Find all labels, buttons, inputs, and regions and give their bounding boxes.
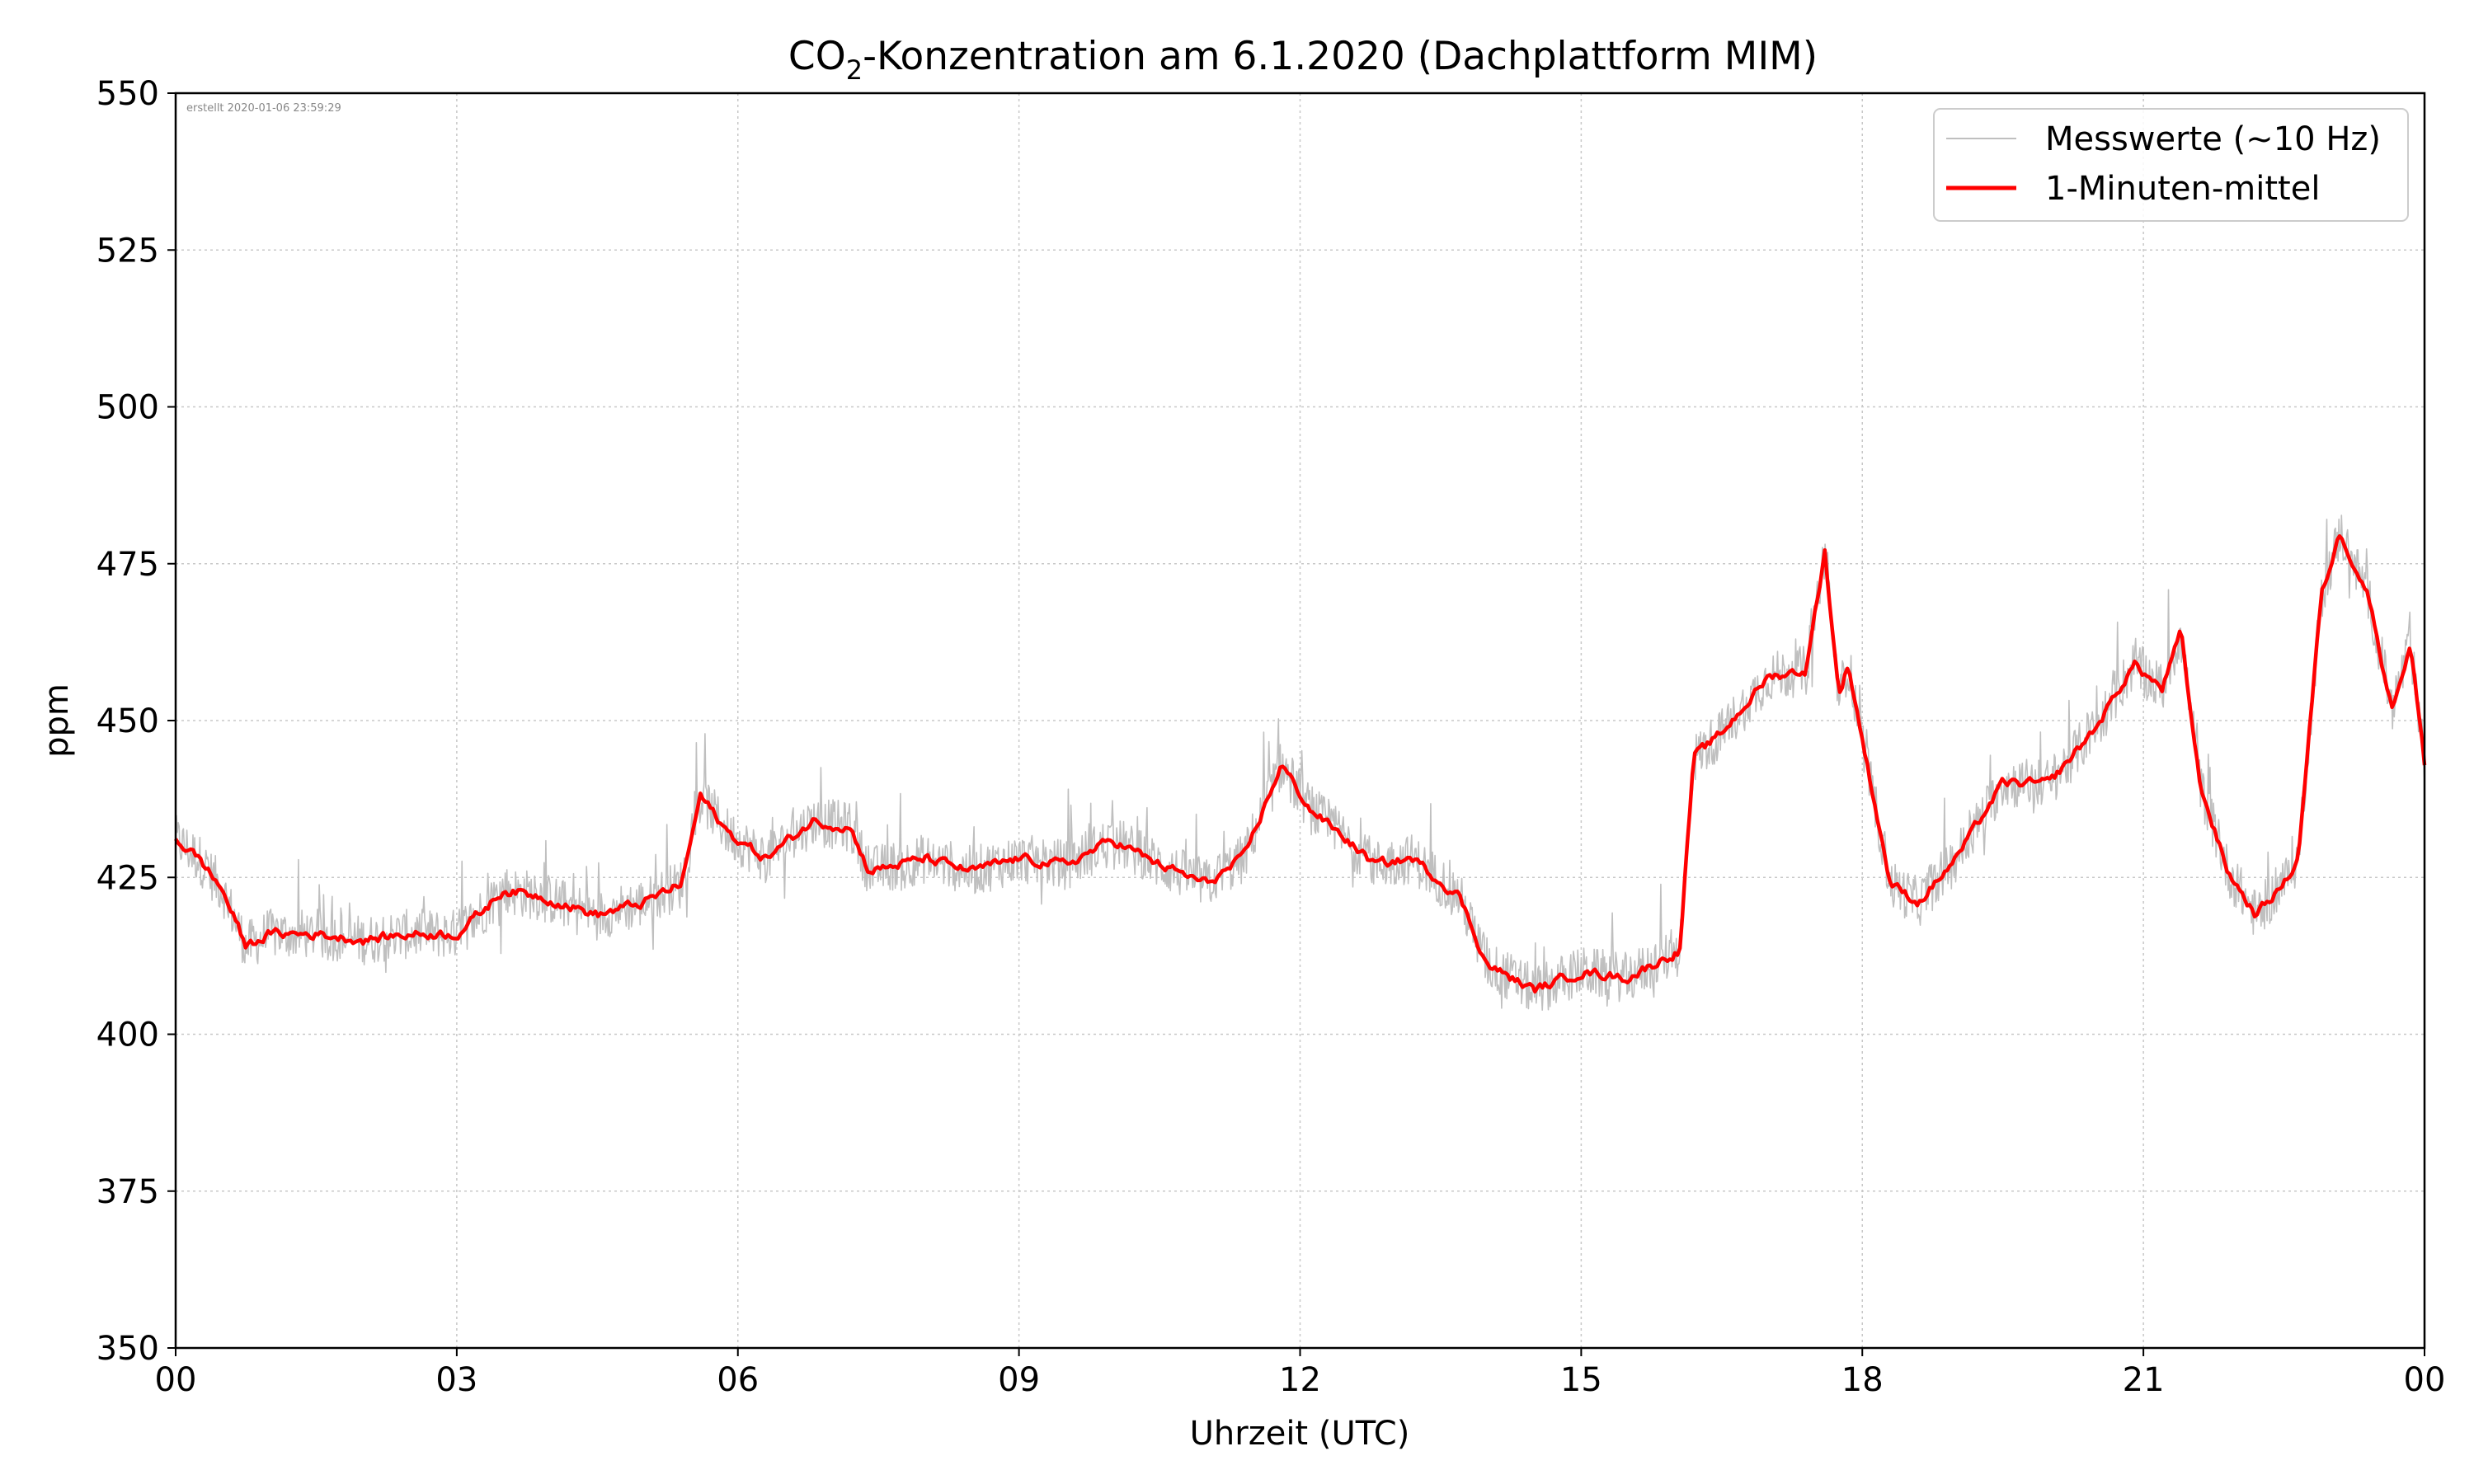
y-tick-label: 500 (96, 389, 159, 427)
y-tick-label: 400 (96, 1017, 159, 1054)
x-tick-label: 06 (717, 1361, 759, 1399)
series-line-messwerte (175, 514, 2425, 1011)
x-tick-label: 12 (1279, 1361, 1321, 1399)
x-tick-label: 00 (2404, 1361, 2446, 1399)
y-tick-label: 350 (96, 1330, 159, 1368)
legend: Messwerte (~10 Hz) 1-Minuten-mittel (1933, 108, 2409, 222)
x-tick-label: 21 (2123, 1361, 2165, 1399)
x-tick-label: 18 (1841, 1361, 1884, 1399)
legend-box (1933, 108, 2409, 222)
axis-ticks: 350 375 400 425 450 475 500 525 550 00 03 06 09 12 15 1… (96, 75, 2446, 1399)
plot-frame (174, 92, 2426, 1350)
chart-title: CO2-Konzentration am 6.1.2020 (Dachplatt… (788, 34, 1818, 86)
creation-stamp: erstellt 2020-01-06 23:59:29 (186, 102, 341, 115)
legend-label-minutenmittel: 1-Minuten-mittel (2045, 170, 2320, 208)
x-tick-label: 09 (998, 1361, 1040, 1399)
y-tick-label: 425 (96, 859, 159, 897)
y-tick-label: 550 (96, 75, 159, 113)
plot-series (174, 514, 2427, 1011)
x-tick-label: 15 (1560, 1361, 1602, 1399)
y-tick-label: 525 (96, 232, 159, 270)
legend-label-messwerte: Messwerte (~10 Hz) (2045, 120, 2381, 158)
y-tick-label: 475 (96, 546, 159, 584)
y-axis-label: ppm (38, 683, 76, 758)
y-tick-label: 375 (96, 1173, 159, 1211)
x-axis-label: Uhrzeit (UTC) (1190, 1415, 1410, 1453)
x-tick-label: 03 (435, 1361, 477, 1399)
series-line-minutenmittel (174, 533, 2427, 994)
y-tick-label: 450 (96, 702, 159, 740)
x-tick-label: 00 (155, 1361, 197, 1399)
